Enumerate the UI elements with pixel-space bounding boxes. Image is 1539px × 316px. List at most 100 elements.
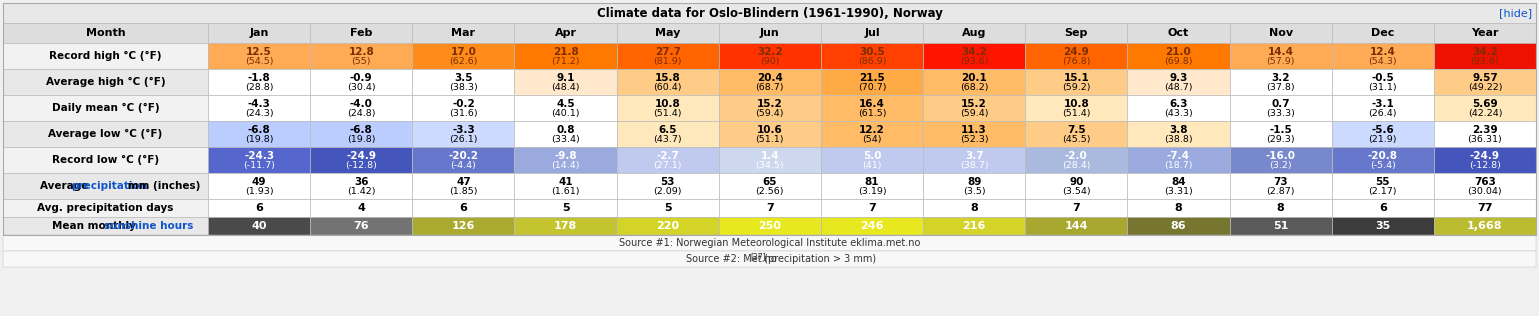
Text: 178: 178: [554, 221, 577, 231]
Bar: [514, 173, 617, 199]
Text: 7: 7: [1073, 203, 1080, 213]
Text: (43.3): (43.3): [1163, 109, 1193, 118]
Bar: [1230, 23, 1331, 43]
Bar: [1128, 173, 1230, 199]
Bar: [1434, 95, 1536, 121]
Bar: [820, 43, 923, 69]
Bar: [923, 199, 1025, 217]
Text: Average low °C (°F): Average low °C (°F): [48, 129, 163, 139]
Text: 36: 36: [354, 177, 368, 186]
Text: -0.9: -0.9: [349, 73, 372, 82]
Text: (2.87): (2.87): [1267, 187, 1294, 196]
Text: 15.2: 15.2: [962, 99, 986, 109]
Bar: [1025, 69, 1128, 95]
Text: Daily mean °C (°F): Daily mean °C (°F): [52, 103, 160, 113]
Bar: [1025, 95, 1128, 121]
Text: [hide]: [hide]: [1499, 8, 1531, 18]
Text: (42.24): (42.24): [1468, 109, 1502, 118]
Text: Record low °C (°F): Record low °C (°F): [52, 155, 159, 165]
Text: (19.8): (19.8): [346, 135, 376, 144]
Text: 9.3: 9.3: [1170, 73, 1188, 82]
Bar: [719, 199, 820, 217]
Text: 15.1: 15.1: [1063, 73, 1090, 82]
Text: 12.5: 12.5: [246, 46, 272, 57]
Bar: [208, 95, 311, 121]
Text: (41): (41): [862, 161, 882, 170]
Bar: [311, 121, 412, 147]
Text: 6.3: 6.3: [1170, 99, 1188, 109]
Text: 76: 76: [354, 221, 369, 231]
Text: (24.3): (24.3): [245, 109, 274, 118]
Text: (3.5): (3.5): [963, 187, 985, 196]
Text: (70.7): (70.7): [857, 83, 886, 92]
Bar: [923, 95, 1025, 121]
Bar: [719, 43, 820, 69]
Text: 24.9: 24.9: [1063, 46, 1090, 57]
Bar: [1230, 69, 1331, 95]
Text: 3.2: 3.2: [1271, 73, 1290, 82]
Text: 246: 246: [860, 221, 883, 231]
Bar: [719, 147, 820, 173]
Text: (48.7): (48.7): [1163, 83, 1193, 92]
Text: 10.8: 10.8: [1063, 99, 1090, 109]
Text: 4.5: 4.5: [556, 99, 576, 109]
Text: (2.17): (2.17): [1368, 187, 1397, 196]
Text: (48.4): (48.4): [551, 83, 580, 92]
Bar: [1025, 23, 1128, 43]
Bar: [719, 173, 820, 199]
Text: (31.6): (31.6): [449, 109, 477, 118]
Bar: [1434, 199, 1536, 217]
Bar: [514, 121, 617, 147]
Text: (54.5): (54.5): [245, 57, 274, 66]
Text: (68.7): (68.7): [756, 83, 783, 92]
Text: 5: 5: [663, 203, 671, 213]
Bar: [311, 147, 412, 173]
Text: -6.8: -6.8: [349, 125, 372, 135]
Text: Dec: Dec: [1371, 28, 1394, 38]
Text: (59.4): (59.4): [960, 109, 988, 118]
Bar: [820, 121, 923, 147]
Bar: [923, 69, 1025, 95]
Text: (24.8): (24.8): [346, 109, 376, 118]
Text: 65: 65: [763, 177, 777, 186]
Text: (37.8): (37.8): [1267, 83, 1294, 92]
Bar: [514, 217, 617, 235]
Text: -7.4: -7.4: [1167, 151, 1190, 161]
Text: (27.1): (27.1): [654, 161, 682, 170]
Text: 5.0: 5.0: [863, 151, 882, 161]
Bar: [1331, 173, 1434, 199]
Bar: [3, 235, 1536, 251]
Text: [27]: [27]: [751, 252, 766, 262]
Bar: [412, 69, 514, 95]
Bar: [1128, 121, 1230, 147]
Text: Apr: Apr: [554, 28, 577, 38]
Bar: [1230, 173, 1331, 199]
Text: (93.6): (93.6): [960, 57, 988, 66]
Bar: [208, 69, 311, 95]
Text: (57.9): (57.9): [1267, 57, 1294, 66]
Bar: [719, 23, 820, 43]
Bar: [1230, 217, 1331, 235]
Bar: [1331, 121, 1434, 147]
Bar: [412, 217, 514, 235]
Bar: [820, 217, 923, 235]
Text: (31.1): (31.1): [1368, 83, 1397, 92]
Text: -9.8: -9.8: [554, 151, 577, 161]
Bar: [617, 121, 719, 147]
Text: (60.4): (60.4): [654, 83, 682, 92]
Text: (-12.8): (-12.8): [345, 161, 377, 170]
Bar: [412, 199, 514, 217]
Text: 34.2: 34.2: [1471, 46, 1497, 57]
Text: Average high °C (°F): Average high °C (°F): [46, 77, 165, 87]
Text: 84: 84: [1171, 177, 1185, 186]
Text: (33.3): (33.3): [1267, 109, 1294, 118]
Text: (36.31): (36.31): [1468, 135, 1502, 144]
Text: -2.0: -2.0: [1065, 151, 1088, 161]
Text: -5.6: -5.6: [1371, 125, 1394, 135]
Bar: [208, 199, 311, 217]
Text: 10.8: 10.8: [654, 99, 680, 109]
Text: (59.2): (59.2): [1062, 83, 1091, 92]
Text: 20.1: 20.1: [962, 73, 986, 82]
Text: Mar: Mar: [451, 28, 476, 38]
Bar: [1434, 173, 1536, 199]
